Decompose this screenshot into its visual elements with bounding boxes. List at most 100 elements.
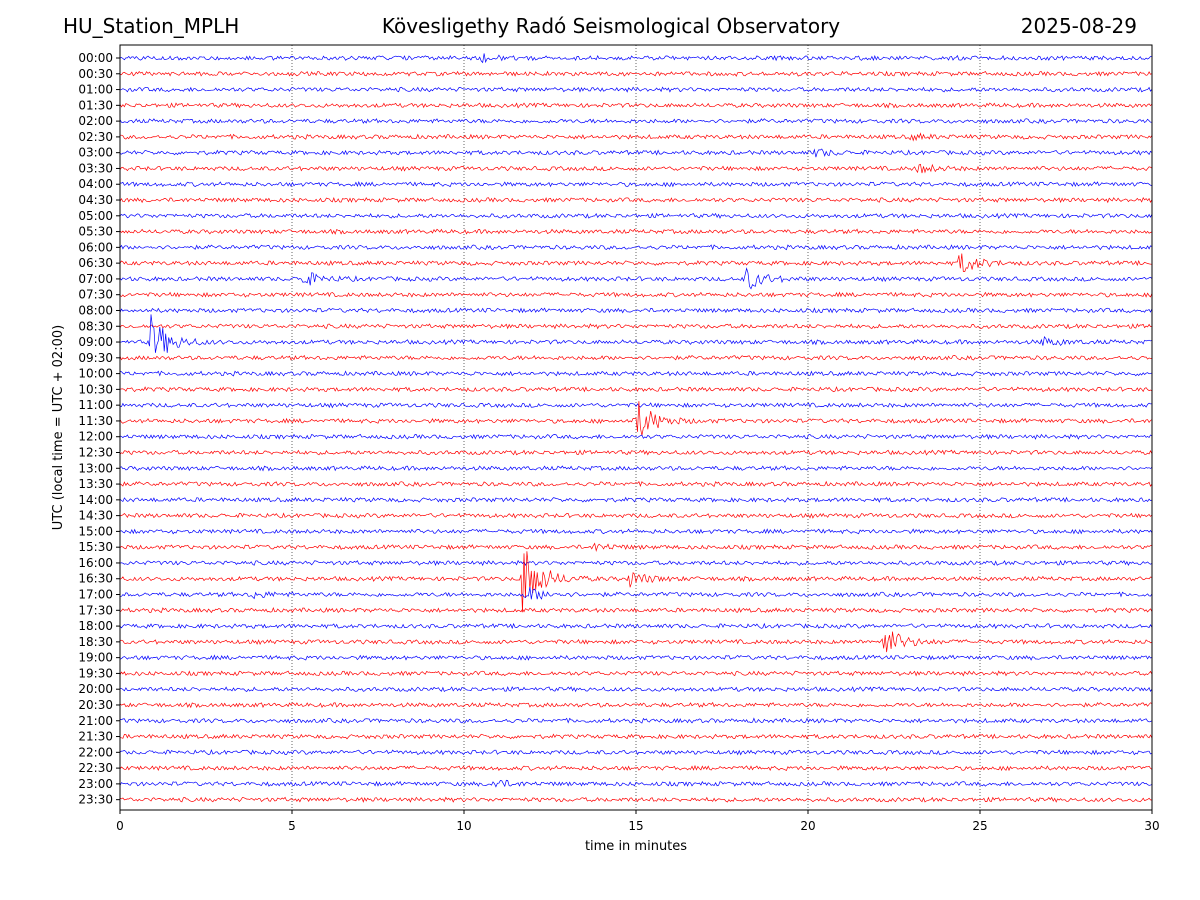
trace-row xyxy=(119,542,1152,552)
chart-date: 2025-08-29 xyxy=(1020,14,1137,38)
row-label: 09:00 xyxy=(78,335,113,349)
row-label: 16:00 xyxy=(78,556,113,570)
row-label: 02:30 xyxy=(78,130,113,144)
row-label: 19:00 xyxy=(78,651,113,665)
row-label: 05:30 xyxy=(78,225,113,239)
trace-row xyxy=(119,370,1153,377)
row-label: 11:30 xyxy=(78,414,113,428)
row-label: 05:00 xyxy=(78,209,113,223)
row-label: 22:00 xyxy=(78,745,113,759)
row-label: 07:00 xyxy=(78,272,113,286)
y-axis-label: UTC (local time = UTC + 02:00) xyxy=(51,325,66,530)
trace-row xyxy=(119,354,1152,361)
row-label: 12:30 xyxy=(78,446,113,460)
traces xyxy=(119,53,1153,803)
trace-row xyxy=(119,670,1153,677)
trace-row xyxy=(119,717,1153,724)
row-label: 06:30 xyxy=(78,256,113,270)
x-tick-label: 10 xyxy=(456,819,471,833)
row-label: 16:30 xyxy=(78,572,113,586)
trace-row xyxy=(119,496,1153,503)
trace-row xyxy=(119,70,1153,77)
row-label: 21:30 xyxy=(78,730,113,744)
trace-row xyxy=(119,86,1153,93)
row-label: 13:00 xyxy=(78,461,113,475)
trace-row xyxy=(119,796,1153,803)
row-label: 19:30 xyxy=(78,666,113,680)
trace-row xyxy=(119,749,1153,756)
trace-row xyxy=(119,480,1153,487)
grid-lines xyxy=(291,45,981,810)
trace-row xyxy=(119,551,1153,613)
row-label: 12:00 xyxy=(78,430,113,444)
trace-row xyxy=(119,559,1153,567)
trace-row xyxy=(119,528,1153,535)
x-tick-label: 5 xyxy=(288,819,296,833)
row-label: 17:30 xyxy=(78,603,113,617)
x-tick-label: 0 xyxy=(116,819,124,833)
trace-row xyxy=(119,433,1153,440)
row-label: 08:30 xyxy=(78,319,113,333)
row-label: 15:30 xyxy=(78,540,113,554)
row-label: 01:30 xyxy=(78,98,113,112)
x-tick-label: 20 xyxy=(800,819,815,833)
row-label: 20:30 xyxy=(78,698,113,712)
row-label: 14:00 xyxy=(78,493,113,507)
trace-row xyxy=(119,102,1153,109)
trace-row xyxy=(119,512,1153,519)
row-label: 04:00 xyxy=(78,177,113,191)
x-tick-label: 25 xyxy=(972,819,987,833)
row-label: 03:30 xyxy=(78,161,113,175)
row-label: 10:30 xyxy=(78,382,113,396)
row-label: 01:00 xyxy=(78,83,113,97)
x-tick-label: 15 xyxy=(628,819,643,833)
row-label: 23:00 xyxy=(78,777,113,791)
trace-row xyxy=(119,733,1153,740)
x-ticks: 0 5 10 15 20 25 30 xyxy=(116,810,1160,833)
trace-row xyxy=(119,148,1153,158)
trace-row xyxy=(119,53,1153,64)
trace-row xyxy=(119,386,1153,393)
trace-row xyxy=(119,449,1153,456)
row-label: 04:30 xyxy=(78,193,113,207)
trace-row xyxy=(119,686,1153,693)
row-label: 03:00 xyxy=(78,146,113,160)
trace-row xyxy=(119,163,1153,174)
trace-row xyxy=(119,267,1153,290)
trace-row xyxy=(119,228,1153,235)
trace-row xyxy=(119,314,1153,353)
trace-row xyxy=(119,465,1153,472)
trace-row xyxy=(120,132,1153,142)
trace-row xyxy=(119,654,1153,661)
trace-row xyxy=(119,180,1153,188)
trace-row xyxy=(119,764,1153,772)
trace-row xyxy=(119,253,1153,272)
row-label: 10:00 xyxy=(78,367,113,381)
trace-row xyxy=(119,779,1153,788)
row-label: 22:30 xyxy=(78,761,113,775)
trace-row xyxy=(119,197,1153,204)
chart-title: Kövesligethy Radó Seismological Observat… xyxy=(381,14,841,38)
trace-row xyxy=(119,323,1153,330)
trace-row xyxy=(119,244,1153,251)
trace-row xyxy=(119,402,1153,409)
trace-row xyxy=(119,291,1153,298)
row-label: 14:30 xyxy=(78,509,113,523)
row-label: 20:00 xyxy=(78,682,113,696)
row-label: 21:00 xyxy=(78,714,113,728)
trace-row xyxy=(119,212,1153,219)
row-label: 00:30 xyxy=(78,67,113,81)
station-name: HU_Station_MPLH xyxy=(63,14,240,38)
row-label: 00:00 xyxy=(78,51,113,65)
x-axis-label: time in minutes xyxy=(585,839,687,854)
x-tick-label: 30 xyxy=(1144,819,1159,833)
trace-row xyxy=(119,307,1153,314)
row-label: 18:30 xyxy=(78,635,113,649)
trace-row xyxy=(119,587,1153,600)
trace-row xyxy=(119,118,1152,124)
row-label: 11:00 xyxy=(78,398,113,412)
row-label: 09:30 xyxy=(78,351,113,365)
row-label: 18:00 xyxy=(78,619,113,633)
